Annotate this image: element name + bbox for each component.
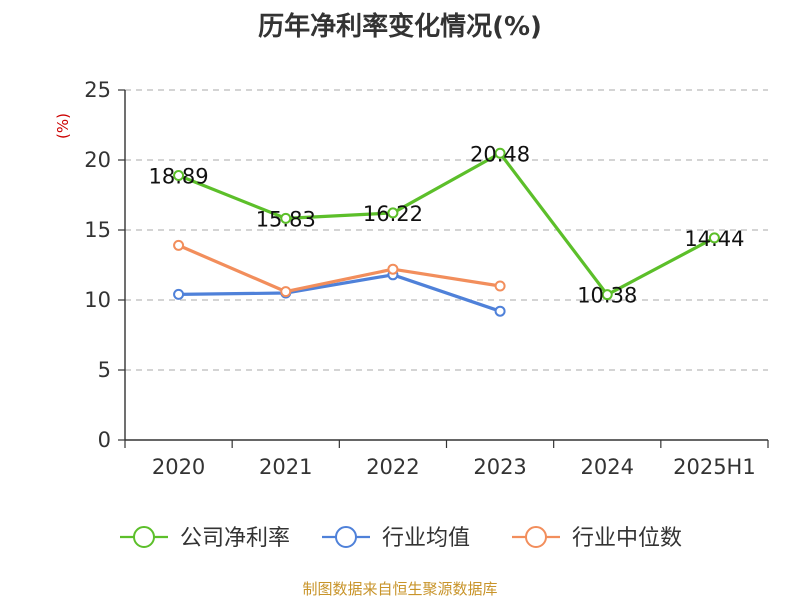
data-point <box>173 239 185 251</box>
series-line <box>177 243 501 294</box>
x-tick-label: 2021 <box>259 455 312 479</box>
x-tick-label: 2023 <box>473 455 526 479</box>
legend-label: 行业均值 <box>382 526 470 551</box>
data-point <box>494 147 506 159</box>
data-point <box>708 232 720 244</box>
series-line <box>178 273 501 313</box>
data-label: 15.83 <box>256 207 316 231</box>
legend-marker <box>133 526 155 548</box>
y-tick-label: 10 <box>84 288 111 312</box>
data-point <box>280 286 292 298</box>
x-tick-label: 2022 <box>366 455 419 479</box>
data-point <box>494 305 506 317</box>
chart-title: 历年净利率变化情况(%) <box>258 12 542 42</box>
data-point <box>280 212 292 224</box>
y-tick-label: 20 <box>84 148 111 172</box>
data-label: 10.38 <box>577 284 637 308</box>
axes <box>118 89 769 448</box>
x-tick-labels: 2020 2021 2022 2023 2024 2025H1 <box>152 455 756 479</box>
legend-marker <box>525 526 547 548</box>
legend: 公司净利率 行业均值 行业中位数 <box>120 526 682 551</box>
y-tick-label: 0 <box>98 428 111 452</box>
source-note: 制图数据来自恒生聚源数据库 <box>302 580 498 598</box>
data-point <box>387 263 399 275</box>
legend-label: 行业中位数 <box>572 526 682 551</box>
x-tick-label: 2024 <box>581 455 634 479</box>
data-label: 14.44 <box>684 227 744 251</box>
data-point <box>494 280 506 292</box>
series-lines <box>173 147 720 317</box>
y-tick-label: 25 <box>84 78 111 102</box>
y-tick-label: 15 <box>84 218 111 242</box>
data-point <box>387 207 399 219</box>
legend-marker <box>335 526 357 548</box>
gridlines <box>125 89 768 371</box>
data-point <box>173 170 185 182</box>
data-label: 16.22 <box>363 202 423 226</box>
y-axis-unit: (%) <box>54 113 72 139</box>
data-labels: 18.89 15.83 16.22 20.48 10.38 14.44 <box>149 142 745 307</box>
y-tick-label: 5 <box>98 358 111 382</box>
y-tick-labels: 0 5 10 15 20 25 <box>84 78 111 452</box>
data-label: 20.48 <box>470 142 530 166</box>
x-tick-label: 2020 <box>152 455 205 479</box>
data-point <box>601 289 613 301</box>
series-line <box>177 151 716 297</box>
data-point <box>173 288 185 300</box>
x-tick-label: 2025H1 <box>673 455 756 479</box>
data-label: 18.89 <box>149 165 209 189</box>
legend-label: 公司净利率 <box>180 526 290 551</box>
